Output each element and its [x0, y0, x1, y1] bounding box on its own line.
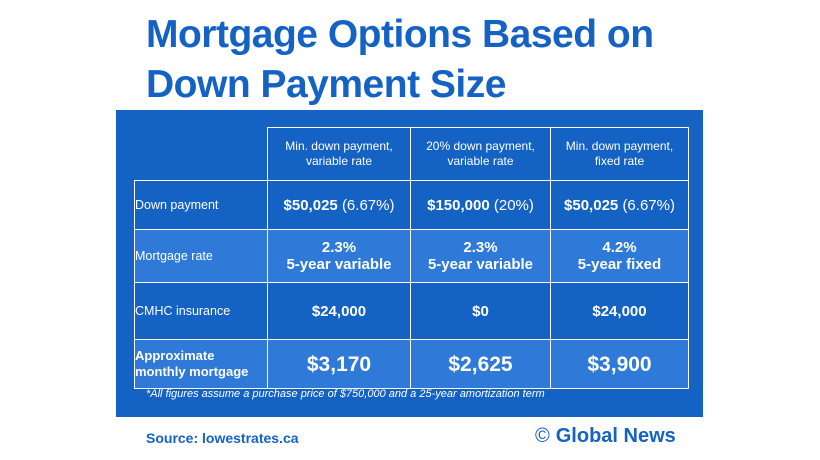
- column-header-min-variable: Min. down payment, variable rate: [267, 127, 411, 181]
- source-credit: Source: lowestrates.ca: [146, 430, 299, 446]
- down-payment-percent: (6.67%): [341, 196, 395, 214]
- brand-name: Global News: [555, 425, 676, 447]
- column-header-line: Min. down payment,: [285, 139, 393, 153]
- cell-down-payment-min-variable: $50,025 (6.67%): [267, 180, 411, 230]
- page-title: Mortgage Options Based on Down Payment S…: [146, 13, 654, 106]
- down-payment-amount: $150,000: [427, 196, 490, 214]
- cell-cmhc-min-variable: $24,000: [267, 282, 411, 340]
- table-footnote: *All figures assume a purchase price of …: [146, 388, 545, 400]
- copyright-icon: ©: [535, 425, 550, 447]
- cell-monthly-20-variable: $2,625: [410, 339, 551, 389]
- rate-value: 4.2%: [602, 239, 637, 256]
- row-label-line: Approximate: [135, 348, 215, 363]
- rate-term: 5-year variable: [286, 256, 392, 273]
- row-label-down-payment: Down payment: [134, 180, 268, 230]
- column-header-line: Min. down payment,: [565, 139, 674, 153]
- row-label-mortgage-rate: Mortgage rate: [134, 229, 268, 283]
- column-header-line: variable rate: [305, 154, 373, 168]
- cell-rate-min-fixed: 4.2% 5-year fixed: [550, 229, 689, 283]
- rate-term: 5-year fixed: [577, 256, 662, 273]
- row-label-cmhc-insurance: CMHC insurance: [134, 282, 268, 340]
- global-news-logo: © Global News: [535, 425, 676, 448]
- down-payment-amount: $50,025: [283, 196, 338, 214]
- comparison-panel: Min. down payment, variable rate 20% dow…: [116, 110, 703, 417]
- table-corner: [134, 127, 268, 181]
- table-row-mortgage-rate: Mortgage rate 2.3% 5-year variable 2.3% …: [134, 229, 689, 283]
- table-row-cmhc-insurance: CMHC insurance $24,000 $0 $24,000: [134, 282, 689, 340]
- row-label-monthly-mortgage: Approximate monthly mortgage: [134, 339, 268, 389]
- cell-cmhc-20-variable: $0: [410, 282, 551, 340]
- cell-down-payment-min-fixed: $50,025 (6.67%): [550, 180, 689, 230]
- cell-rate-20-variable: 2.3% 5-year variable: [410, 229, 551, 283]
- down-payment-percent: (6.67%): [622, 196, 675, 214]
- column-header-min-fixed: Min. down payment, fixed rate: [550, 127, 689, 181]
- column-header-line: fixed rate: [594, 154, 645, 168]
- column-header-20-variable: 20% down payment, variable rate: [410, 127, 551, 181]
- rate-term: 5-year variable: [427, 256, 534, 273]
- row-label-line: monthly mortgage: [135, 364, 249, 379]
- mortgage-comparison-table: Min. down payment, variable rate 20% dow…: [134, 127, 689, 389]
- cell-monthly-min-variable: $3,170: [267, 339, 411, 389]
- column-header-line: variable rate: [447, 154, 514, 168]
- table-row-monthly-mortgage: Approximate monthly mortgage $3,170 $2,6…: [134, 339, 689, 389]
- down-payment-percent: (20%): [493, 196, 534, 214]
- table-row-down-payment: Down payment $50,025 (6.67%) $150,000 (2…: [134, 180, 689, 230]
- cell-monthly-min-fixed: $3,900: [550, 339, 689, 389]
- cell-down-payment-20-variable: $150,000 (20%): [410, 180, 551, 230]
- column-header-line: 20% down payment,: [426, 139, 535, 153]
- down-payment-amount: $50,025: [564, 196, 619, 214]
- cell-rate-min-variable: 2.3% 5-year variable: [267, 229, 411, 283]
- rate-value: 2.3%: [321, 239, 357, 256]
- rate-value: 2.3%: [463, 239, 498, 256]
- cell-cmhc-min-fixed: $24,000: [550, 282, 689, 340]
